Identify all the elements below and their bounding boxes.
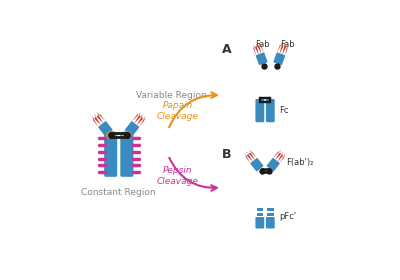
FancyBboxPatch shape <box>255 99 264 122</box>
Bar <box>256 209 263 211</box>
Polygon shape <box>273 150 286 164</box>
FancyBboxPatch shape <box>256 52 268 65</box>
Text: B: B <box>222 148 232 160</box>
Bar <box>267 218 274 221</box>
Text: pFc': pFc' <box>279 212 296 221</box>
Text: Fc: Fc <box>279 106 288 115</box>
Text: Fab: Fab <box>255 40 270 49</box>
FancyBboxPatch shape <box>120 134 133 177</box>
Text: Papain
Cleavage: Papain Cleavage <box>157 101 199 121</box>
Polygon shape <box>253 42 264 56</box>
FancyBboxPatch shape <box>266 217 275 228</box>
Polygon shape <box>92 112 106 127</box>
Bar <box>267 223 274 225</box>
Bar <box>256 213 263 216</box>
FancyBboxPatch shape <box>98 121 113 136</box>
FancyBboxPatch shape <box>250 158 264 171</box>
Text: Variable Region: Variable Region <box>136 91 206 100</box>
Polygon shape <box>244 150 258 164</box>
Polygon shape <box>277 42 288 56</box>
Bar <box>256 218 263 221</box>
FancyBboxPatch shape <box>266 99 275 122</box>
Text: A: A <box>222 43 232 56</box>
Polygon shape <box>132 112 146 127</box>
Bar <box>267 209 274 211</box>
Bar <box>267 213 274 216</box>
Text: Fab: Fab <box>280 40 294 49</box>
FancyBboxPatch shape <box>104 134 117 177</box>
FancyBboxPatch shape <box>125 121 139 136</box>
FancyBboxPatch shape <box>255 217 264 228</box>
Text: Pepsin
Cleavage: Pepsin Cleavage <box>157 166 199 186</box>
Bar <box>256 223 263 225</box>
FancyArrowPatch shape <box>169 158 217 191</box>
FancyBboxPatch shape <box>273 52 285 65</box>
Text: F(ab')₂: F(ab')₂ <box>287 158 314 167</box>
FancyBboxPatch shape <box>267 158 280 171</box>
Text: Constant Region: Constant Region <box>82 188 156 197</box>
FancyArrowPatch shape <box>169 92 217 127</box>
